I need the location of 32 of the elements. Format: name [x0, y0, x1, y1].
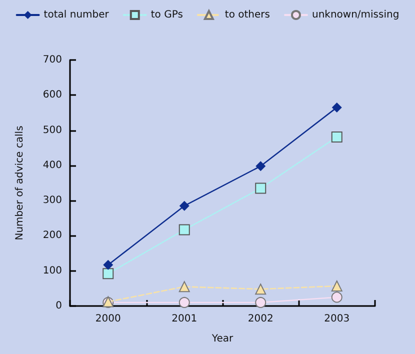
y-tick-label: 300	[42, 195, 62, 206]
y-tick-label: 100	[42, 265, 62, 276]
point	[178, 296, 190, 308]
legend-label: to GPs	[150, 10, 183, 20]
legend-label: unknown/missing	[312, 10, 400, 20]
y-tick-label: 0	[56, 300, 62, 312]
point	[255, 284, 266, 295]
point	[255, 182, 266, 194]
point	[178, 281, 190, 292]
point	[103, 260, 114, 270]
point	[332, 102, 342, 112]
point	[178, 224, 190, 236]
y-axis-title: Number of advice calls	[14, 126, 26, 240]
point	[331, 280, 342, 292]
y-tick-label: 600	[42, 90, 62, 101]
x-tick-label: 2002	[248, 314, 274, 324]
legend-label: to others	[224, 10, 270, 20]
y-tick-label: 200	[42, 230, 62, 242]
y-tick-label: 400	[42, 160, 62, 171]
legend-label: total number	[44, 10, 110, 20]
x-axis-title: Year	[210, 334, 234, 344]
point	[331, 131, 342, 142]
point	[179, 200, 190, 211]
y-tick-label: 700	[42, 54, 62, 66]
point	[331, 292, 342, 303]
point	[256, 161, 266, 172]
x-tick-label: 2000	[95, 314, 121, 324]
point	[255, 296, 266, 308]
x-tick-label: 2001	[172, 314, 198, 324]
point	[102, 268, 114, 280]
x-tick-label: 2003	[324, 314, 350, 324]
y-tick-label: 500	[42, 124, 62, 136]
